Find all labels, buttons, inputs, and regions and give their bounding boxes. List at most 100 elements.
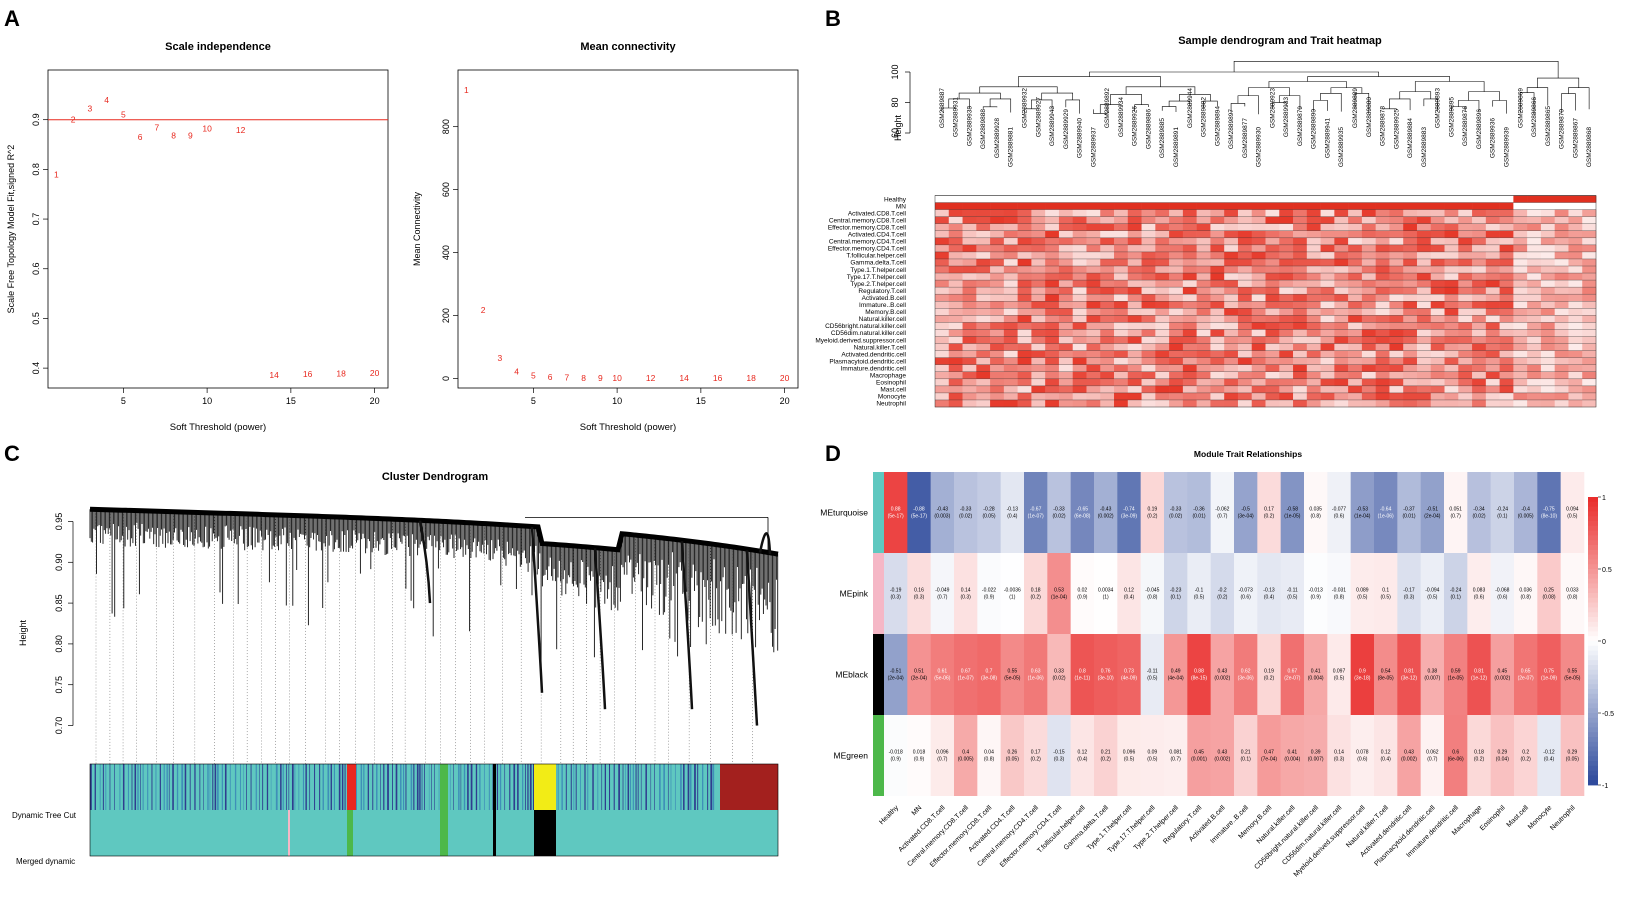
correlation-value: -0.013 xyxy=(1309,588,1323,594)
heatmap-cell xyxy=(1169,322,1184,330)
heatmap-cell xyxy=(1320,223,1335,231)
heatmap-cell xyxy=(1210,294,1225,302)
correlation-value: 0.096 xyxy=(936,750,949,756)
sample-label: GSM2889940 xyxy=(1077,118,1084,158)
heatmap-cell xyxy=(1540,273,1555,281)
correlation-cell xyxy=(1514,553,1538,634)
heatmap-cell xyxy=(1072,287,1087,295)
trait-label: Effector.memory.CD8.T.cell xyxy=(828,224,907,231)
heatmap-cell xyxy=(1540,209,1555,217)
heatmap-cell xyxy=(1582,329,1597,337)
heatmap-cell xyxy=(1045,336,1060,344)
heatmap-cell xyxy=(1265,287,1280,295)
heatmap-cell xyxy=(1210,357,1225,365)
heatmap-cell xyxy=(1210,364,1225,372)
correlation-pvalue: (0.4) xyxy=(1077,757,1088,763)
module-stripe xyxy=(592,764,594,810)
heatmap-cell xyxy=(990,385,1005,394)
heatmap-cell xyxy=(1265,315,1280,323)
heatmap-cell xyxy=(1031,273,1046,281)
heatmap-cell xyxy=(1513,223,1528,231)
correlation-value: 0.45 xyxy=(1497,669,1507,675)
heatmap-cell xyxy=(1320,315,1335,323)
correlation-pvalue: (0.7) xyxy=(937,595,948,601)
heatmap-cell xyxy=(1472,329,1487,337)
heatmap-cell xyxy=(990,392,1005,401)
correlation-pvalue: (0.8) xyxy=(1147,595,1158,601)
heatmap-cell xyxy=(1403,322,1418,330)
module-stripe xyxy=(314,764,316,810)
heatmap-cell xyxy=(976,371,991,379)
heatmap-cell xyxy=(1348,343,1363,351)
heatmap-cell xyxy=(1334,399,1349,408)
heatmap-cell xyxy=(1375,195,1390,203)
heatmap-cell xyxy=(1086,315,1101,323)
heatmap-cell xyxy=(1444,343,1459,351)
heatmap-cell xyxy=(1334,280,1349,288)
heatmap-cell xyxy=(1003,301,1018,309)
correlation-pvalue: (0.02) xyxy=(1472,514,1485,520)
heatmap-cell xyxy=(962,385,977,394)
heatmap-cell xyxy=(1155,258,1170,267)
heatmap-cell xyxy=(1127,343,1142,351)
heatmap-cell xyxy=(1472,216,1487,224)
correlation-cell xyxy=(1374,472,1398,553)
heatmap-cell xyxy=(1045,301,1060,309)
heatmap-cell xyxy=(1554,399,1569,408)
heatmap-cell xyxy=(1017,223,1032,231)
heatmap-cell xyxy=(1279,266,1294,274)
heatmap-cell xyxy=(1141,378,1156,387)
heatmap-cell xyxy=(1568,258,1583,267)
correlation-cell xyxy=(1210,634,1235,715)
module-stripe xyxy=(259,764,260,810)
heatmap-cell xyxy=(1072,258,1087,267)
heatmap-cell xyxy=(1265,343,1280,351)
heatmap-cell xyxy=(1458,202,1473,210)
heatmap-cell xyxy=(1237,294,1253,302)
heatmap-cell xyxy=(1444,371,1459,379)
heatmap-cell xyxy=(1169,195,1184,203)
legend-gradient-step xyxy=(1588,636,1598,642)
heatmap-cell xyxy=(1127,294,1142,302)
correlation-pvalue: (5e-17) xyxy=(911,514,927,520)
heatmap-cell xyxy=(1251,273,1266,281)
heatmap-cell xyxy=(1237,273,1253,281)
legend-tick-label: -1 xyxy=(1602,783,1608,790)
heatmap-cell xyxy=(1141,322,1156,330)
heatmap-cell xyxy=(1293,287,1308,295)
heatmap-cell xyxy=(1348,273,1363,281)
legend-gradient-step xyxy=(1588,684,1598,690)
correlation-pvalue: (5e-17) xyxy=(888,514,904,520)
heatmap-cell xyxy=(962,244,977,253)
heatmap-cell xyxy=(948,258,963,267)
heatmap-cell xyxy=(1210,216,1225,224)
correlation-value: 0.67 xyxy=(961,669,971,675)
heatmap-cell xyxy=(990,294,1005,302)
heatmap-cell xyxy=(1086,202,1101,210)
heatmap-cell xyxy=(1485,308,1500,316)
heatmap-cell xyxy=(1017,287,1032,295)
correlation-cell xyxy=(1047,715,1071,796)
heatmap-cell xyxy=(1251,195,1266,203)
heatmap-cell xyxy=(976,237,991,246)
correlation-cell xyxy=(1490,553,1515,634)
module-stripe xyxy=(637,764,639,810)
heatmap-cell xyxy=(1540,244,1555,253)
sample-label: GSM2889867 xyxy=(1572,118,1579,158)
trait-label: Type.1.T.helper.cell xyxy=(850,267,906,274)
heatmap-cell xyxy=(1100,202,1115,210)
heatmap-cell xyxy=(1031,294,1046,302)
module-stripe xyxy=(305,764,307,810)
heatmap-cell xyxy=(1045,258,1060,267)
legend-gradient-step xyxy=(1588,540,1598,546)
heatmap-cell xyxy=(1334,195,1349,203)
heatmap-cell xyxy=(935,209,950,217)
module-stripe xyxy=(341,764,344,810)
heatmap-cell xyxy=(1334,258,1349,267)
heatmap-cell xyxy=(1114,336,1129,344)
correlation-value: -0.74 xyxy=(1123,507,1135,513)
heatmap-cell xyxy=(1210,287,1225,295)
heatmap-cell xyxy=(1499,251,1514,260)
heatmap-cell xyxy=(1279,273,1294,281)
heatmap-cell xyxy=(1375,230,1390,238)
